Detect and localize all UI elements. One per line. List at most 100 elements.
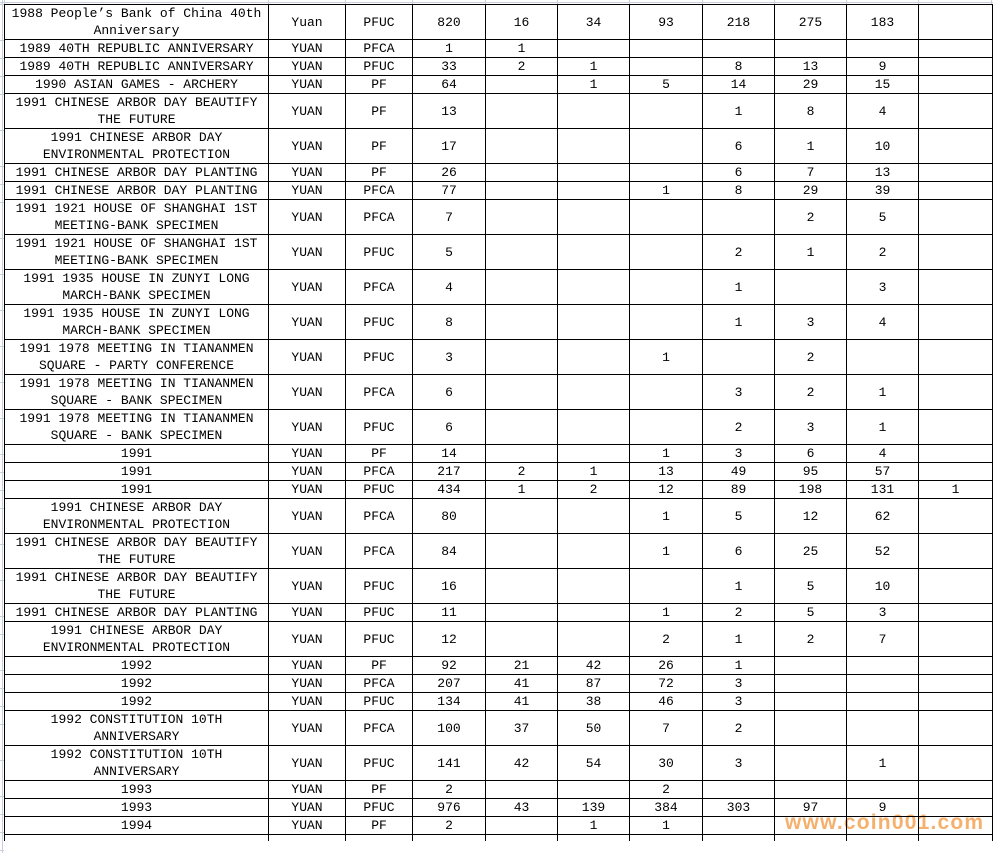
row-grade: PFUC: [345, 603, 413, 622]
row-count-cell: 2: [774, 374, 847, 410]
row-count-cell: 37: [485, 710, 558, 746]
row-count-cell: 1: [846, 374, 919, 410]
gridline: [0, 760, 4, 761]
row-count-cell: 5: [774, 568, 847, 604]
row-count-cell: [557, 269, 630, 305]
gridline: [774, 0, 775, 4]
row-count-cell: [485, 93, 558, 129]
row-unit: YUAN: [268, 39, 346, 58]
gridline: [0, 454, 4, 455]
row-count-cell: 3: [702, 374, 775, 410]
row-grade: PFCA: [345, 39, 413, 58]
row-count-cell: 9: [846, 57, 919, 76]
gridline: [2, 0, 3, 853]
row-count-cell: 2: [702, 234, 775, 270]
table-body: 1988 People’s Bank of China 40th Anniver…: [4, 4, 993, 841]
row-count-cell: 384: [629, 798, 703, 817]
row-count-cell: 7: [774, 163, 847, 182]
row-count-cell: 5: [774, 603, 847, 622]
row-count-cell: [629, 93, 703, 129]
row-count-cell: 2: [629, 780, 703, 799]
row-description: 1991 CHINESE ARBOR DAY PLANTING: [4, 163, 269, 182]
row-unit: YUAN: [268, 480, 346, 499]
table-row: 1991 CHINESE ARBOR DAY BEAUTIFY THE FUTU…: [4, 93, 993, 129]
empty-cell: [412, 834, 486, 841]
gridline: [0, 166, 4, 167]
table-row: 1991 CHINESE ARBOR DAY BEAUTIFY THE FUTU…: [4, 533, 993, 569]
table-row: 1991 CHINESE ARBOR DAY PLANTING YUAN PFU…: [4, 603, 993, 622]
row-count-cell: 6: [412, 409, 486, 445]
row-count-cell: [557, 128, 630, 164]
row-grade: PF: [345, 163, 413, 182]
row-grade: PFUC: [345, 798, 413, 817]
row-unit: YUAN: [268, 656, 346, 675]
table-row: 1991 CHINESE ARBOR DAY ENVIRONMENTAL PRO…: [4, 621, 993, 657]
row-count-cell: 2: [702, 710, 775, 746]
gridline: [0, 832, 4, 833]
row-description: 1991 CHINESE ARBOR DAY PLANTING: [4, 603, 269, 622]
row-unit: YUAN: [268, 568, 346, 604]
row-count-cell: [557, 780, 630, 799]
row-unit: YUAN: [268, 128, 346, 164]
row-count-cell: 1: [629, 498, 703, 534]
row-count-cell: 43: [485, 798, 558, 817]
row-count-cell: 3: [774, 304, 847, 340]
row-unit: YUAN: [268, 93, 346, 129]
row-count-cell: 6: [774, 444, 847, 463]
row-count-cell: 89: [702, 480, 775, 499]
gridline: [268, 0, 269, 4]
row-unit: YUAN: [268, 75, 346, 94]
row-count-cell: [918, 128, 993, 164]
row-count-cell: [557, 339, 630, 375]
row-count-cell: 39: [846, 181, 919, 200]
row-count-cell: 26: [629, 656, 703, 675]
gridline: [0, 580, 4, 581]
row-count-cell: [485, 409, 558, 445]
row-count-cell: [846, 674, 919, 693]
gridline: [0, 634, 4, 635]
table-row: 1991 1935 HOUSE IN ZUNYI LONG MARCH-BANK…: [4, 304, 993, 340]
row-count-cell: [918, 674, 993, 693]
row-count-cell: [918, 163, 993, 182]
row-count-cell: [629, 128, 703, 164]
row-count-cell: 139: [557, 798, 630, 817]
row-count-cell: 1: [702, 568, 775, 604]
gridline: [0, 418, 4, 419]
row-unit: YUAN: [268, 339, 346, 375]
table-row: 1989 40TH REPUBLIC ANNIVERSARY YUAN PFCA…: [4, 39, 993, 58]
row-count-cell: [557, 498, 630, 534]
row-count-cell: 13: [846, 163, 919, 182]
row-count-cell: [918, 75, 993, 94]
row-count-cell: [485, 621, 558, 657]
row-grade: PFUC: [345, 4, 413, 40]
gridline: [0, 40, 4, 41]
row-count-cell: 198: [774, 480, 847, 499]
gridline: [629, 0, 630, 4]
row-count-cell: [918, 656, 993, 675]
row-count-cell: 64: [412, 75, 486, 94]
row-count-cell: 1: [557, 75, 630, 94]
gridline: [0, 94, 4, 95]
row-grade: PFCA: [345, 462, 413, 481]
row-count-cell: [918, 409, 993, 445]
row-count-cell: 38: [557, 692, 630, 711]
empty-cell: [485, 834, 558, 841]
row-count-cell: [485, 163, 558, 182]
row-description: 1991 CHINESE ARBOR DAY ENVIRONMENTAL PRO…: [4, 498, 269, 534]
row-count-cell: 183: [846, 4, 919, 40]
row-count-cell: 7: [412, 199, 486, 235]
row-count-cell: [918, 816, 993, 835]
row-grade: PFCA: [345, 674, 413, 693]
row-count-cell: [846, 710, 919, 746]
row-count-cell: 41: [485, 692, 558, 711]
row-count-cell: 42: [485, 745, 558, 781]
row-count-cell: 25: [774, 533, 847, 569]
row-description: 1991 1978 MEETING IN TIANANMEN SQUARE - …: [4, 409, 269, 445]
table-row: 1991 1978 MEETING IN TIANANMEN SQUARE - …: [4, 374, 993, 410]
gridline: [991, 0, 992, 4]
row-count-cell: 1: [918, 480, 993, 499]
row-description: 1991 CHINESE ARBOR DAY BEAUTIFY THE FUTU…: [4, 568, 269, 604]
row-count-cell: [557, 409, 630, 445]
row-count-cell: [557, 621, 630, 657]
row-description: 1991 1935 HOUSE IN ZUNYI LONG MARCH-BANK…: [4, 304, 269, 340]
